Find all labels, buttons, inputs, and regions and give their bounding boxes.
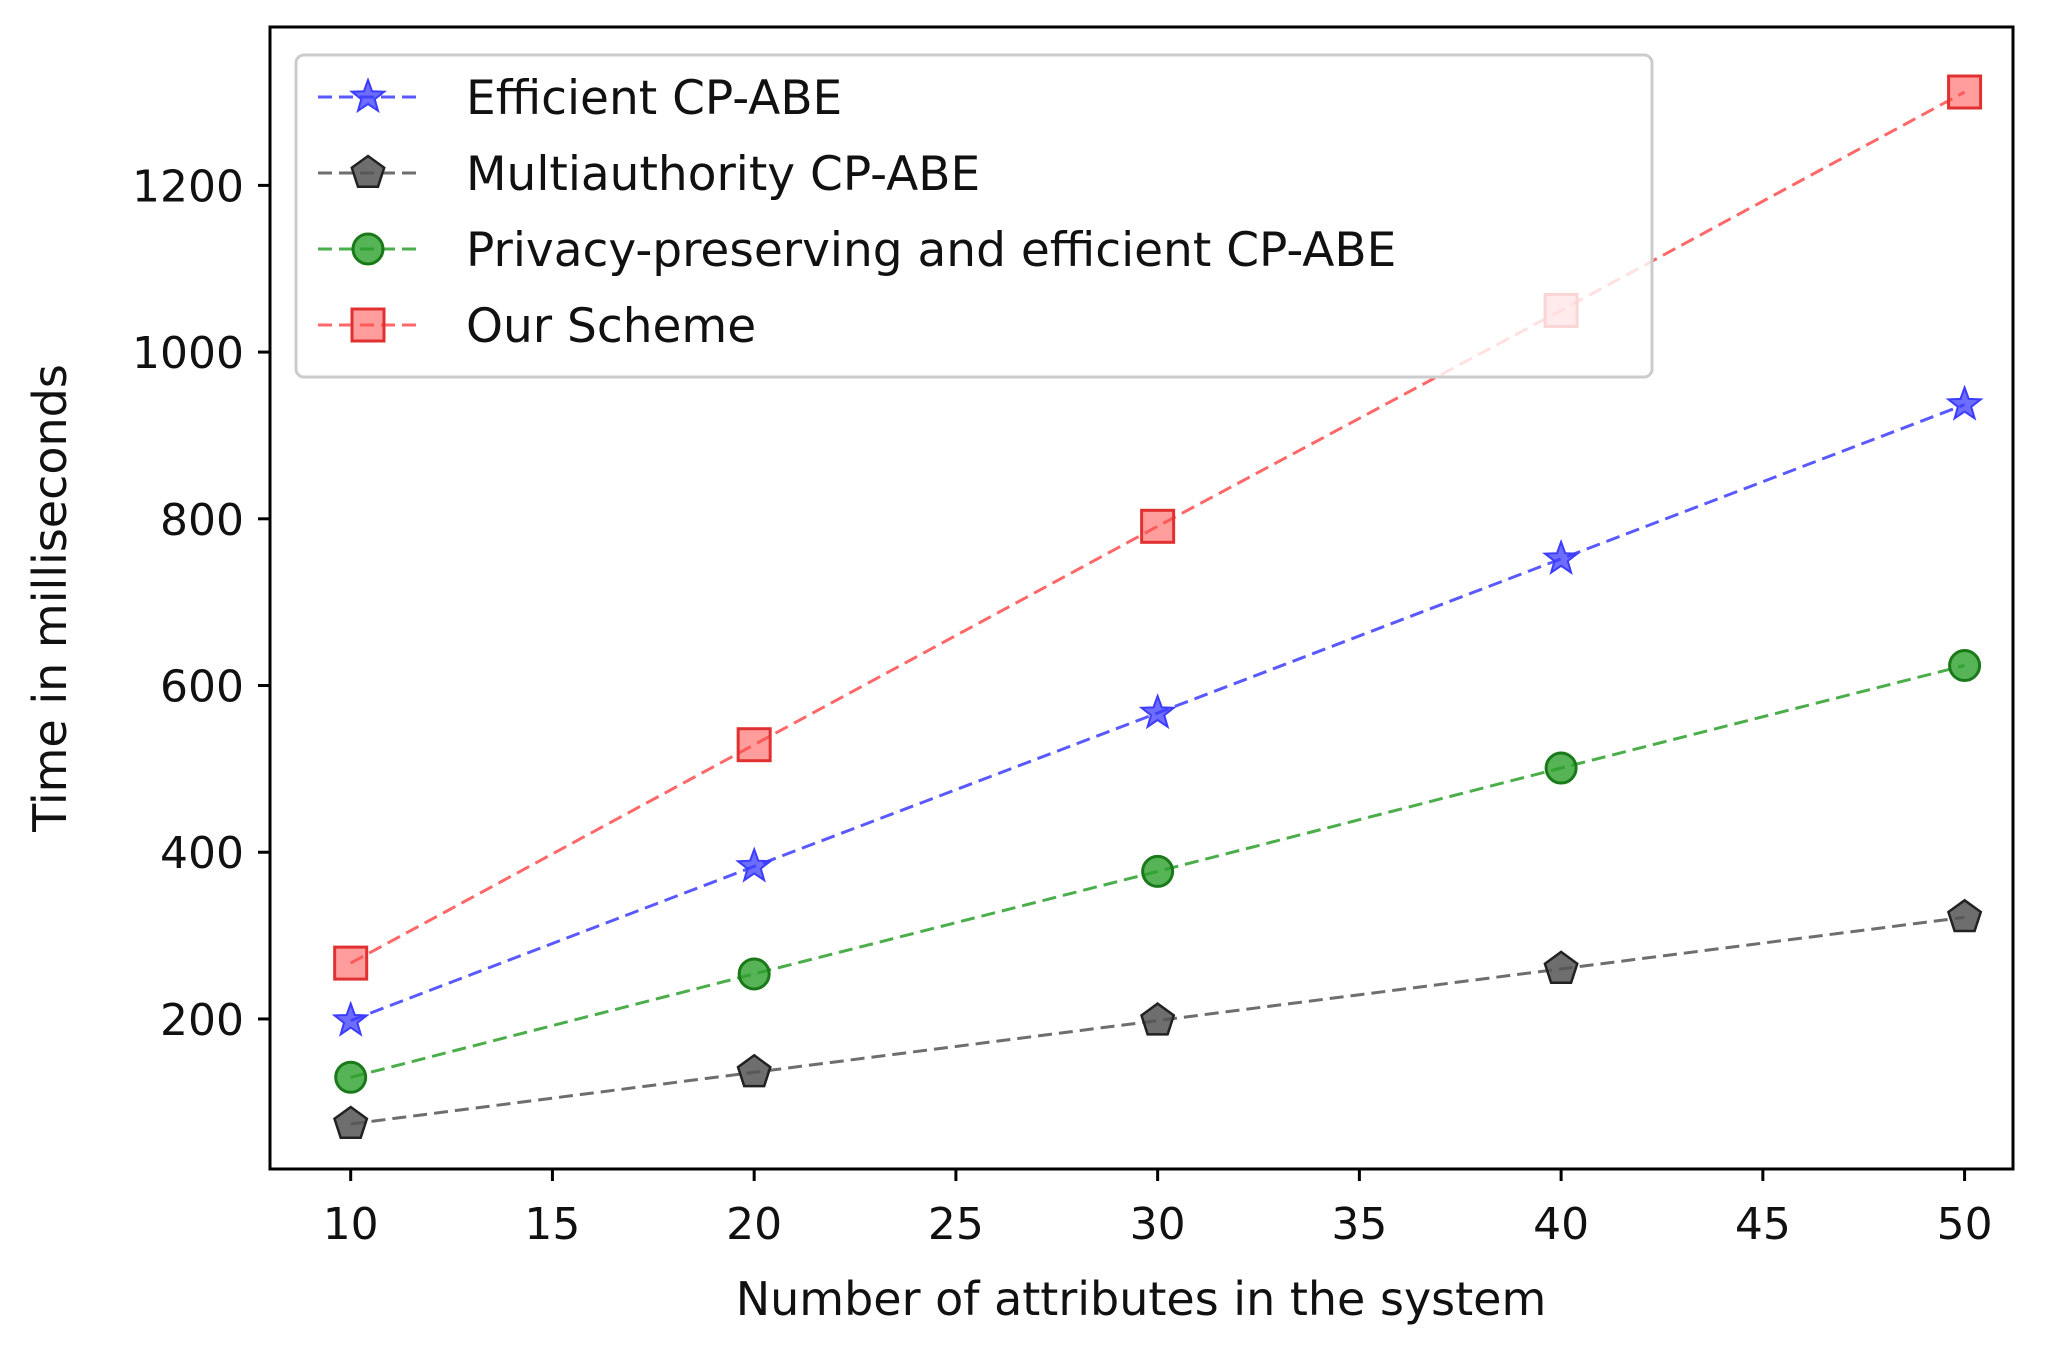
x-tick-label: 35 [1331,1199,1387,1250]
legend-items: Efficient CP-ABE Multiauthority CP-ABE Pri… [318,71,1396,354]
data-point [1138,693,1177,730]
data-point [1544,751,1578,785]
y-tick-label: 800 [160,495,244,546]
legend-label: Multiauthority CP-ABE [466,147,980,202]
data-point [1946,898,1983,933]
y-tick-label: 600 [160,662,244,713]
data-point [736,1053,772,1088]
legend-marker [350,154,386,189]
data-point [736,727,772,763]
legend-marker [351,232,385,266]
legend-item: Efficient CP-ABE [318,71,842,126]
y-tick-label: 1200 [132,161,244,212]
data-point [1947,74,1983,110]
x-tick-label: 50 [1937,1199,1993,1250]
data-point [1948,649,1982,683]
axes-layer: 10 15 20 25 30 35 40 45 50 20040060080010001200 … [23,25,2015,1326]
series-1 [331,384,1984,1037]
series-layer [331,74,1984,1139]
data-point [737,957,771,991]
legend-marker [349,77,387,114]
x-tick-label: 45 [1735,1199,1791,1250]
y-axis-ticks: 200 400 600 800 1000 1200 [132,161,270,1046]
x-tick-label: 40 [1533,1199,1589,1250]
legend-item: Our Scheme [318,299,756,354]
y-tick-label: 400 [160,828,244,879]
legend-label: Efficient CP-ABE [466,71,842,126]
data-point [333,945,369,981]
x-tick-label: 15 [524,1199,580,1250]
data-point [1945,384,1984,421]
series-2 [333,898,1983,1139]
data-point [1140,1002,1176,1036]
legend-item: Privacy-preserving and efficient CP-ABE [318,223,1396,278]
legend-marker [350,307,386,343]
legend-label: Privacy-preserving and efficient CP-ABE [466,223,1396,278]
plot-frame [268,25,2015,1171]
legend-label: Our Scheme [466,299,756,354]
data-point [331,1000,370,1037]
x-axis-ticks: 10 15 20 25 30 35 40 45 50 [323,1169,1993,1250]
data-point [1141,854,1175,888]
x-tick-label: 20 [726,1199,782,1250]
data-point [333,1105,369,1139]
y-axis-label: Time in milliseconds [23,364,77,833]
data-point [1543,950,1579,984]
series-line [350,915,1965,1126]
x-tick-label: 30 [1130,1199,1186,1250]
x-axis-label: Number of attributes in the system [736,1272,1547,1326]
series-3 [334,649,1982,1094]
x-tick-label: 10 [323,1199,379,1250]
x-tick-label: 25 [928,1199,984,1250]
data-point [1140,508,1176,544]
y-tick-label: 1000 [132,328,244,379]
legend-frame [294,53,1654,379]
y-tick-label: 200 [160,995,244,1046]
legend-item: Multiauthority CP-ABE [318,147,980,202]
data-point [735,846,774,883]
legend: Efficient CP-ABE Multiauthority CP-ABE Pri… [294,53,1654,379]
data-point [334,1060,368,1094]
series-line [349,90,1966,965]
data-point [1542,538,1581,575]
